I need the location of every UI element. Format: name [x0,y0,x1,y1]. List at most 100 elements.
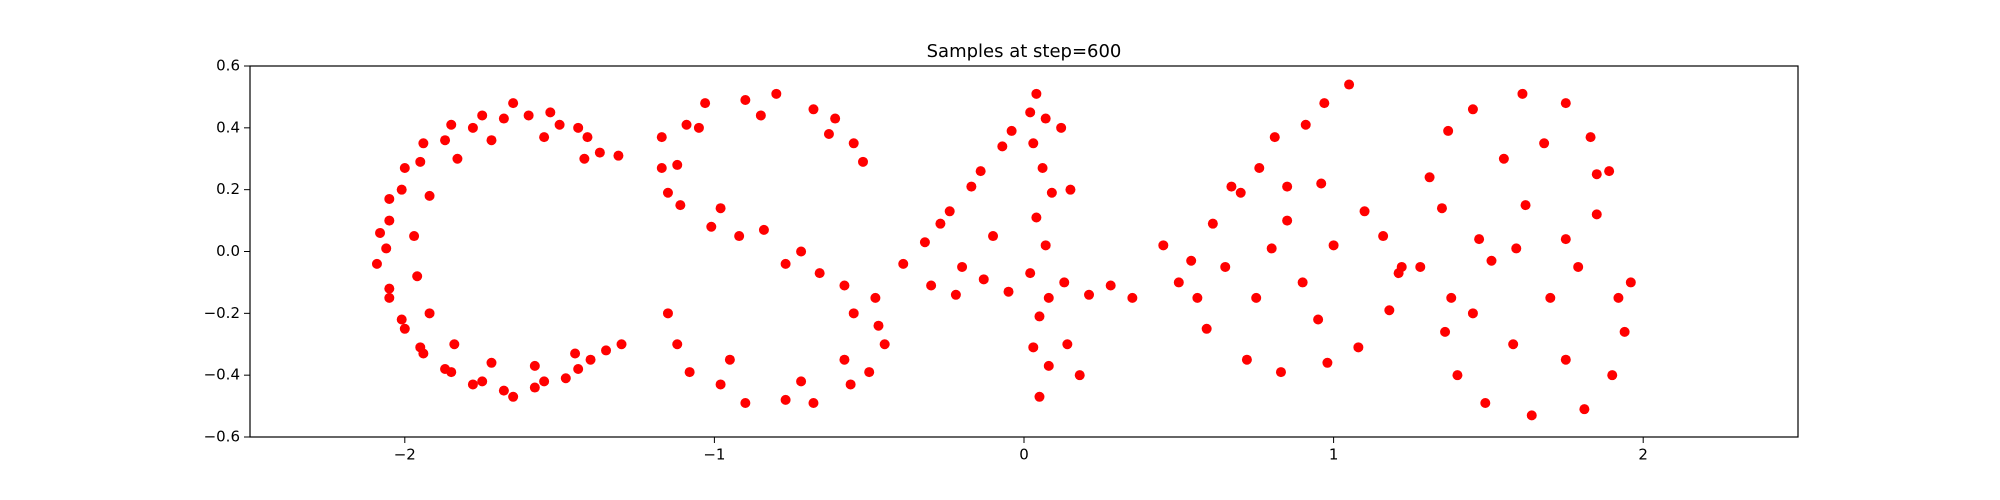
point [1028,342,1039,353]
point [715,379,726,390]
point [1025,268,1036,279]
point [477,376,488,387]
point [681,119,692,130]
point [381,243,392,254]
point [573,363,584,374]
point [1625,277,1636,288]
point [1226,181,1237,192]
point [1220,261,1231,272]
point [734,231,745,242]
point [384,283,395,294]
point [1254,163,1265,174]
point [796,376,807,387]
point [858,156,869,167]
y-tick-label: 0.2 [216,180,240,198]
point [616,339,627,350]
point [1037,163,1048,174]
point [1359,206,1370,217]
point [384,215,395,226]
point [1436,203,1447,214]
point [1251,292,1262,303]
point [684,367,695,378]
point [1508,339,1519,350]
point [415,156,426,167]
x-tick-label: −2 [394,446,416,464]
point [449,339,460,350]
point [845,379,856,390]
point [601,345,612,356]
point [486,135,497,146]
point [700,98,711,109]
point [839,280,850,291]
point [1446,292,1457,303]
point [446,119,457,130]
point [1065,184,1076,195]
point [1173,277,1184,288]
point [1467,308,1478,319]
point [1105,280,1116,291]
point [1613,292,1624,303]
point [1585,132,1596,143]
point [771,88,782,99]
point [1046,187,1057,198]
point [1560,234,1571,245]
point [1062,339,1073,350]
point [1511,243,1522,254]
point [672,339,683,350]
point [724,354,735,365]
point [1300,119,1311,130]
point [823,129,834,140]
point [573,122,584,133]
point [780,394,791,405]
point [1591,169,1602,180]
point [446,367,457,378]
point [498,113,509,124]
point [1378,231,1389,242]
y-tick-label: −0.6 [204,428,240,446]
chart-title: Samples at step=600 [927,41,1122,62]
point [384,292,395,303]
point [1266,243,1277,254]
point [1316,178,1327,189]
point [1573,261,1584,272]
point [486,357,497,368]
point [1003,286,1014,297]
point [1207,218,1218,229]
x-tick-label: −1 [703,446,725,464]
point [440,135,451,146]
point [1043,292,1054,303]
point [1235,187,1246,198]
point [467,122,478,133]
y-tick-label: −0.2 [204,304,240,322]
point [1031,88,1042,99]
point [396,184,407,195]
point [1498,153,1509,164]
point [1282,215,1293,226]
point [898,258,909,269]
point [1127,292,1138,303]
point [418,138,429,149]
point [384,193,395,204]
point [1517,88,1528,99]
point [1313,314,1324,325]
point [988,231,999,242]
x-tick-label: 0 [1019,446,1029,464]
point [452,153,463,164]
point [582,132,593,143]
points [371,79,1636,421]
point [675,200,686,211]
point [539,376,550,387]
point [613,150,624,161]
point [585,354,596,365]
point [399,163,410,174]
point [399,323,410,334]
point [879,339,890,350]
point [1443,125,1454,136]
point [1028,138,1039,149]
point [1486,255,1497,266]
point [926,280,937,291]
point [409,231,420,242]
point [839,354,850,365]
